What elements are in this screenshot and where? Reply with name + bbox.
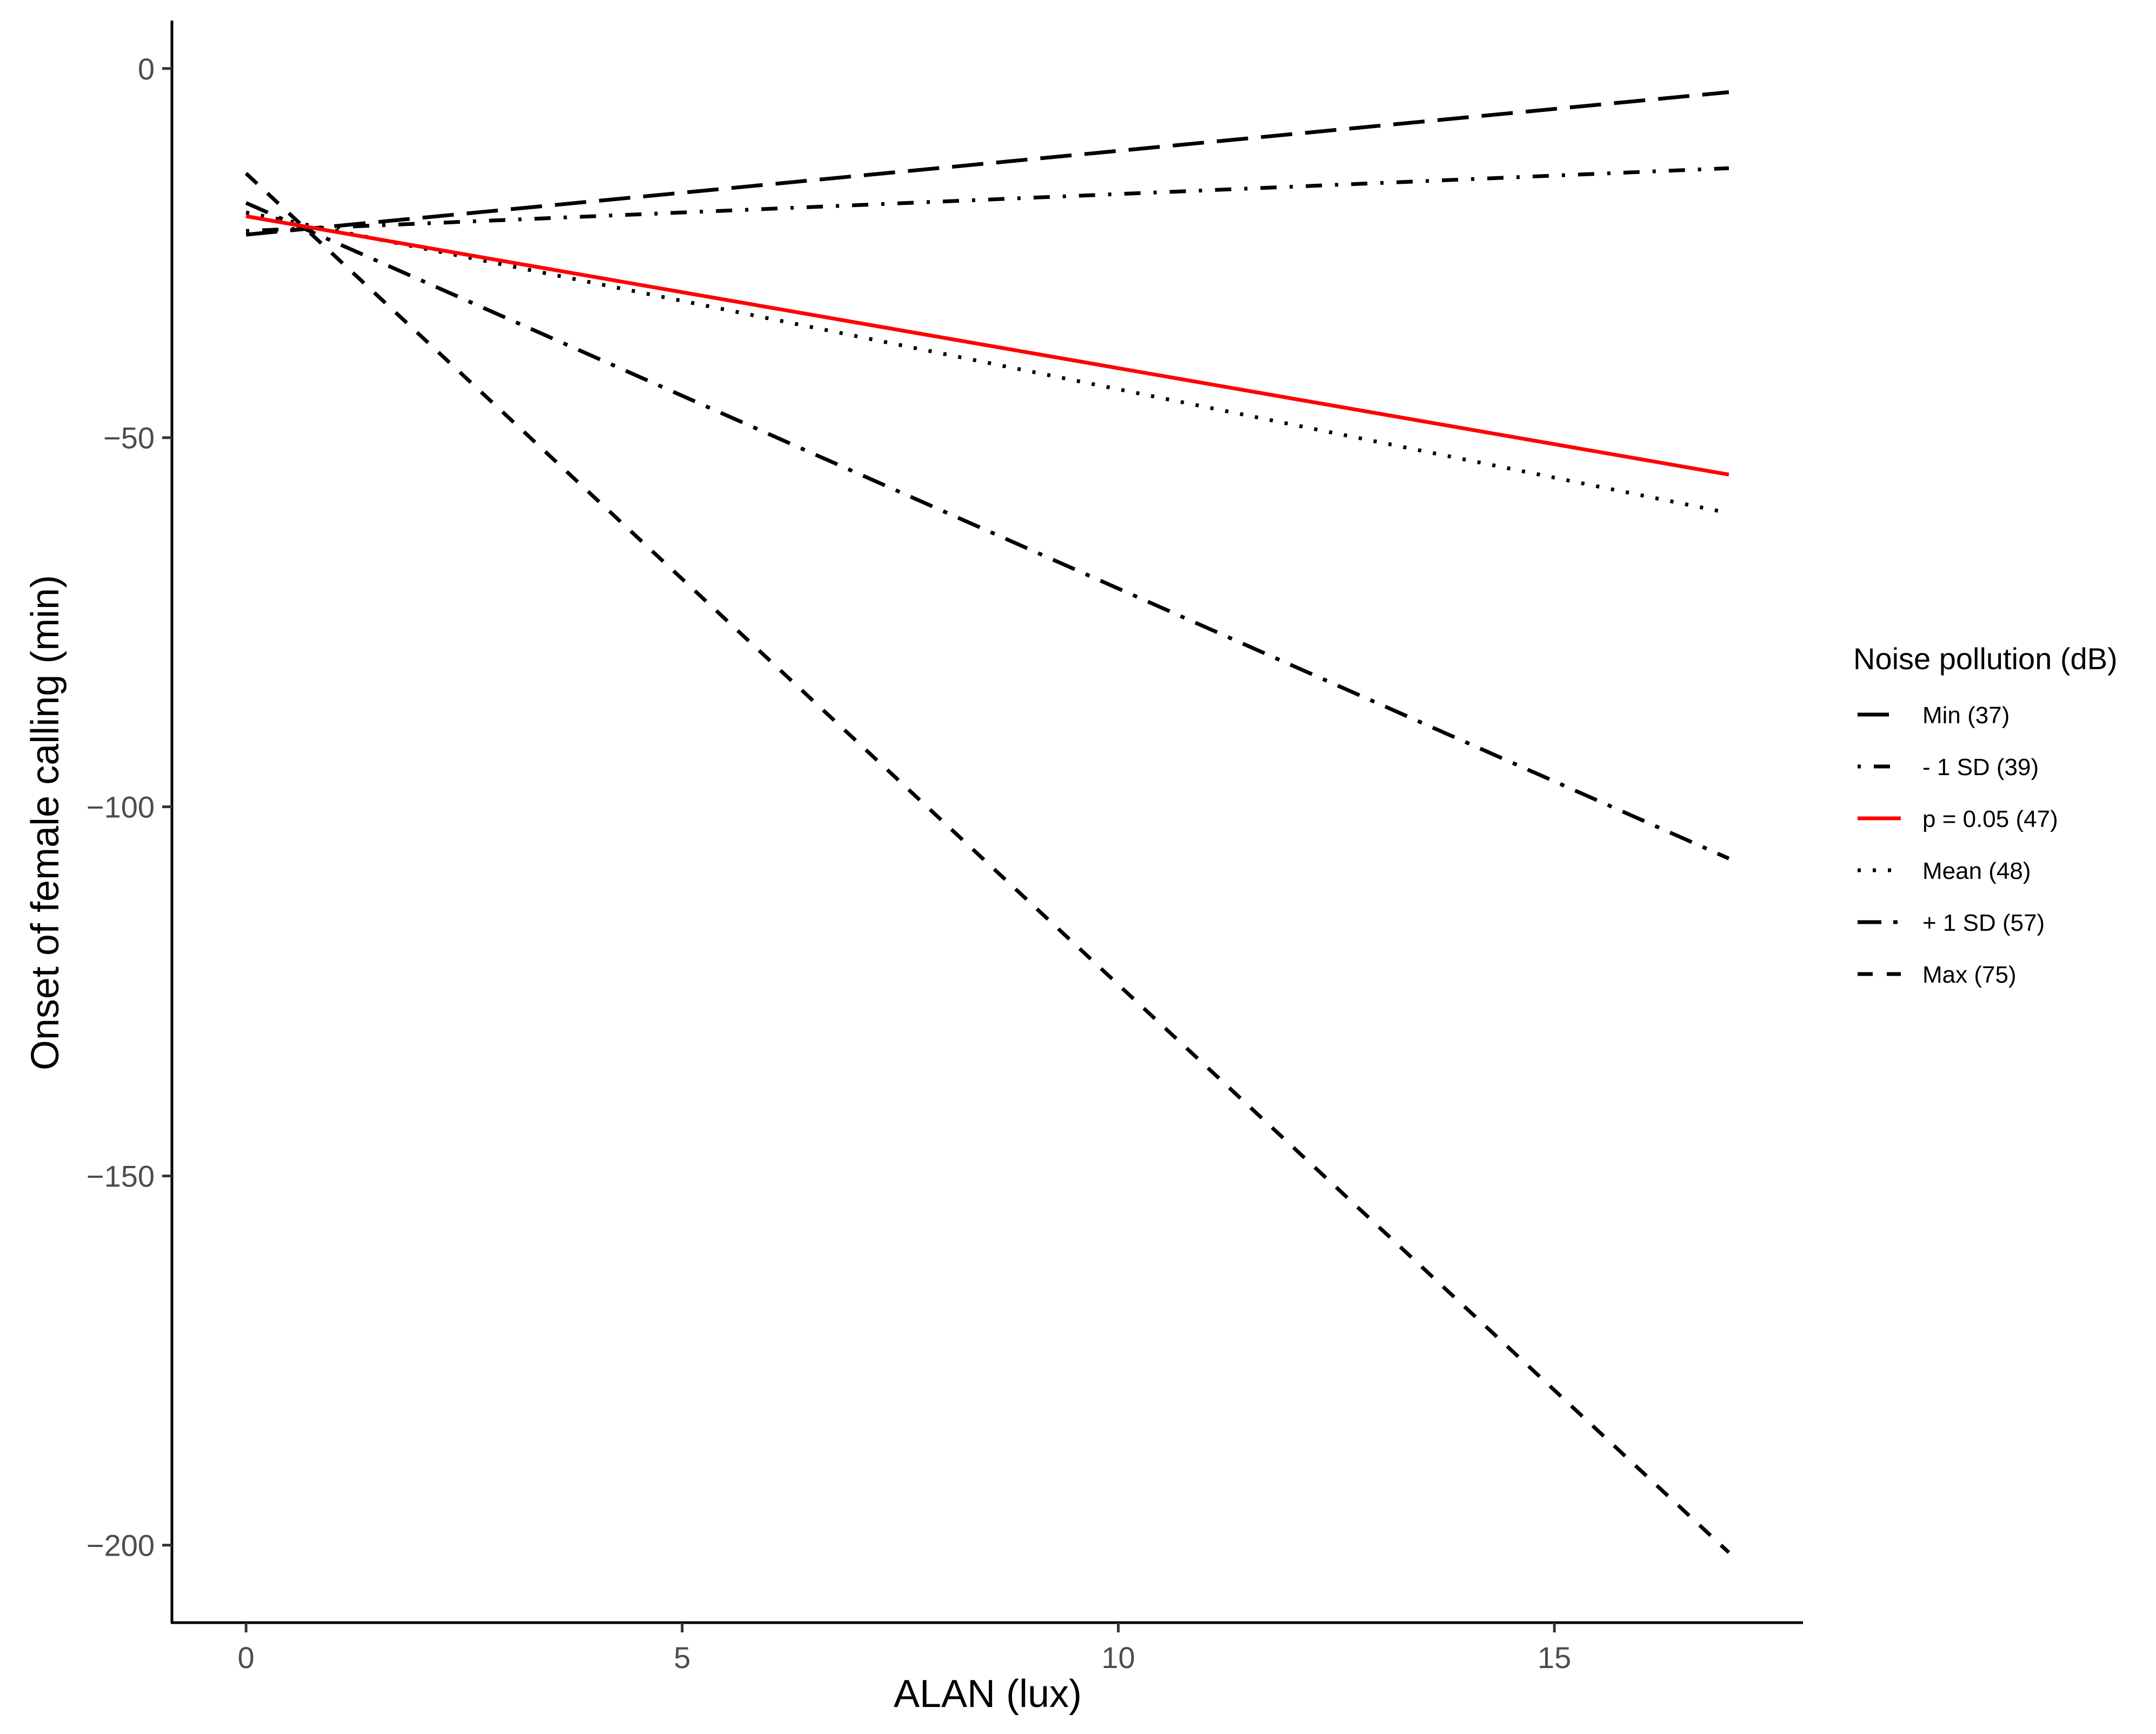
y-tick-label: −200 <box>86 1529 155 1563</box>
series-line <box>245 214 1729 477</box>
legend-label: Max (75) <box>1922 962 2017 988</box>
x-tick-label: 15 <box>1538 1640 1571 1675</box>
x-ticks: 0 5 10 15 <box>238 1623 1571 1675</box>
y-tick-label: −100 <box>86 790 155 824</box>
series-line <box>245 201 1730 861</box>
legend-title: Noise pollution (dB) <box>1853 642 2118 676</box>
x-axis-title: ALAN (lux) <box>894 1672 1082 1716</box>
legend-label: + 1 SD (57) <box>1922 910 2045 936</box>
legend-items: Min (37) - 1 SD (39) p = 0.05 (47) Mean (48… <box>1858 702 2058 988</box>
x-tick-label: 0 <box>238 1640 255 1675</box>
x-tick-label: 10 <box>1101 1640 1135 1675</box>
plot-lines <box>244 90 1731 1554</box>
legend-label: p = 0.05 (47) <box>1922 806 2058 832</box>
legend-label: Min (37) <box>1922 702 2009 729</box>
series-line <box>244 172 1731 1554</box>
series-line <box>245 166 1729 233</box>
y-tick-label: 0 <box>138 52 155 86</box>
y-tick-label: −50 <box>103 421 155 455</box>
legend-label: Mean (48) <box>1922 858 2031 884</box>
series-line <box>245 90 1729 237</box>
y-ticks: 0 −50 −100 −150 −200 <box>86 52 172 1563</box>
legend-label: - 1 SD (39) <box>1922 754 2039 781</box>
y-axis-title: Onset of female calling (min) <box>24 575 67 1070</box>
legend: Noise pollution (dB) Min (37) - 1 SD (39)… <box>1853 642 2118 988</box>
series-line <box>245 210 1729 515</box>
x-tick-label: 5 <box>674 1640 690 1675</box>
y-tick-label: −150 <box>86 1159 155 1193</box>
